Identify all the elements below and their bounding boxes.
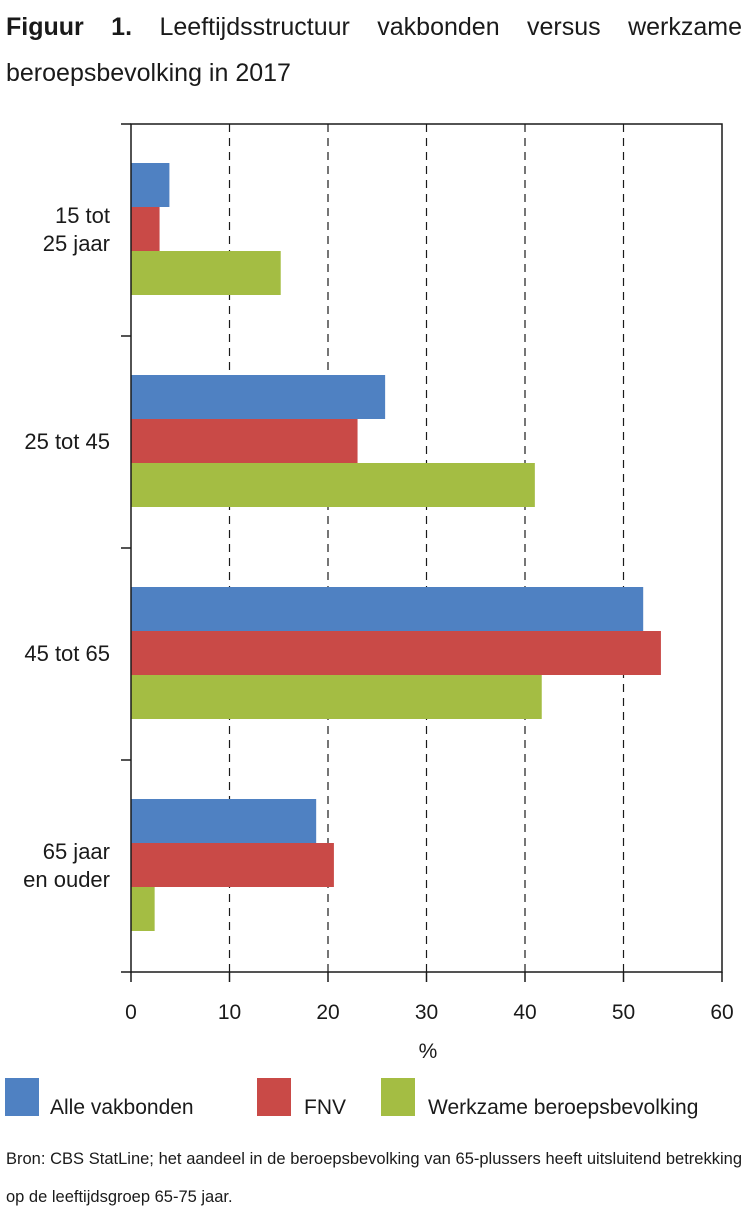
x-tick-label-30: 30 (415, 1001, 438, 1024)
legend-swatch-werkzame-beroepsbevolking (381, 1078, 415, 1116)
x-tick-label-20: 20 (316, 1001, 339, 1024)
x-axis-label: % (419, 1040, 438, 1063)
x-tick-label-40: 40 (513, 1001, 536, 1024)
x-tick-labels: 0 10 20 30 40 50 60 (125, 1001, 734, 1024)
bar-1-2 (131, 463, 535, 507)
bar-0-0 (131, 163, 170, 207)
category-label-1: 25 tot 45 (24, 429, 110, 454)
figure-label: Figuur 1. (6, 13, 133, 41)
category-label-line: 25 tot 45 (24, 429, 110, 454)
x-tick-label-50: 50 (612, 1001, 635, 1024)
category-label-line: en ouder (23, 867, 110, 892)
legend-swatch-fnv (257, 1078, 291, 1116)
figure-title: Figuur 1. Leeftijdsstructuur vakbonden v… (6, 4, 742, 96)
x-tick-label-0: 0 (125, 1001, 137, 1024)
x-tick-label-60: 60 (710, 1001, 733, 1024)
category-label-3: 65 jaar en ouder (23, 839, 110, 892)
legend-label-alle-vakbonden: Alle vakbonden (50, 1096, 194, 1119)
bar-chart: 15 tot 25 jaar 25 tot 45 45 tot 65 65 jaar en… (23, 123, 734, 1063)
category-labels: 15 tot 25 jaar 25 tot 45 45 tot 65 65 jaar en… (23, 203, 110, 892)
legend-swatch-alle-vakbonden (5, 1078, 39, 1116)
category-label-line: 65 jaar (43, 839, 110, 864)
category-label-2: 45 tot 65 (24, 641, 110, 666)
category-label-0: 15 tot 25 jaar (43, 203, 110, 256)
bar-0-2 (131, 251, 281, 295)
source-note: Bron: CBS StatLine; het aandeel in de be… (6, 1150, 742, 1206)
bar-2-0 (131, 587, 644, 631)
bars (131, 163, 661, 931)
x-tick-label-10: 10 (218, 1001, 241, 1024)
bar-3-0 (131, 799, 317, 843)
bar-2-2 (131, 675, 542, 719)
legend-label-werkzame-beroepsbevolking: Werkzame beroepsbevolking (428, 1096, 699, 1119)
bar-0-1 (131, 207, 160, 251)
bar-3-2 (131, 887, 155, 931)
bar-1-0 (131, 375, 386, 419)
category-label-line: 45 tot 65 (24, 641, 110, 666)
figure-title-text: Leeftijdsstructuur vakbonden versus werk… (6, 13, 743, 87)
bar-3-1 (131, 843, 334, 887)
legend-label-fnv: FNV (304, 1096, 346, 1119)
bar-1-1 (131, 419, 358, 463)
axes (121, 123, 723, 982)
category-label-line: 15 tot (55, 203, 110, 228)
bar-2-1 (131, 631, 661, 675)
category-label-line: 25 jaar (43, 231, 110, 256)
